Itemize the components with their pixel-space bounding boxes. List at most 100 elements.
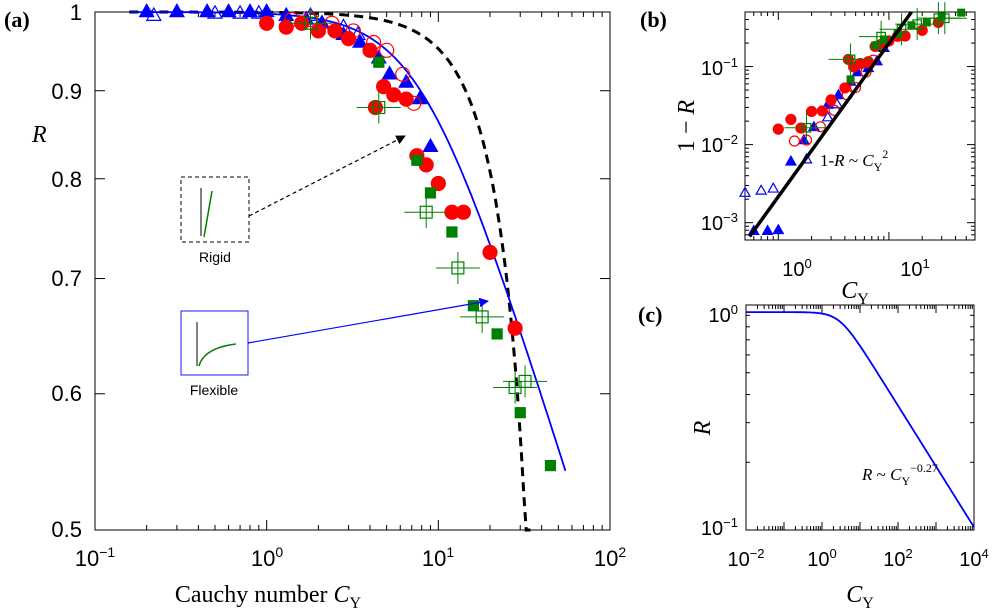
panel-b-y-tick-label: 10−3 xyxy=(701,210,738,235)
panel-b-circle-point xyxy=(814,121,826,133)
panel-b-y-tick-label: 10−2 xyxy=(701,132,738,157)
panel-a-square-point xyxy=(446,226,458,238)
panel-a-open-square-point xyxy=(475,310,489,324)
panel-a-triangle-point xyxy=(381,65,398,80)
panel-a-triangle-point xyxy=(422,137,439,152)
panel-a-circle-point xyxy=(395,66,411,82)
panel-a-x-tick-labels: 10−1 100 101 102 xyxy=(75,544,627,571)
panel-a-ticks xyxy=(94,11,610,531)
panel-a-y-tick-label: 0.5 xyxy=(51,517,82,542)
panel-a-open-square-point xyxy=(451,261,465,275)
panel-a-triangle-point xyxy=(232,4,249,19)
panel-c-y-tick-label: 10−1 xyxy=(701,515,738,540)
panel-b-data-points xyxy=(738,2,967,236)
panel-a-circle-point xyxy=(259,15,275,31)
panel-b-axes-box xyxy=(744,11,976,241)
panel-b-circle-point xyxy=(785,113,797,126)
panel-c-tick-labels: 10−2 100 102 104 100 10−1 xyxy=(701,302,989,571)
panel-c-curve xyxy=(746,311,975,528)
panel-c-x-tick-label: 102 xyxy=(883,546,912,571)
panel-a-circle-point xyxy=(345,23,361,39)
panel-a-circle-point xyxy=(398,91,414,107)
panel-a-circle-point xyxy=(278,19,294,35)
panel-b-square-point xyxy=(957,8,966,17)
panel-b-triangle-point xyxy=(784,154,797,166)
panel-c-ticks xyxy=(745,305,974,531)
panel-a-x-tick-label: 100 xyxy=(251,544,283,571)
panel-b-triangle-point xyxy=(821,110,834,122)
panel-b-triangle-point xyxy=(738,186,752,197)
panel-b-square-point xyxy=(922,18,931,27)
panel-a-y-tick-labels: 0.5 0.6 0.7 0.8 0.9 1 xyxy=(51,0,82,542)
panel-b-circle-point xyxy=(806,105,818,118)
panel-c-annotation: R ~ CY−0.27 xyxy=(861,461,938,488)
panel-b-circle-point xyxy=(916,24,928,36)
panel-a-y-axis-label: R xyxy=(31,122,47,148)
flexible-inset-blade xyxy=(198,343,237,367)
panel-b: 1-R ~ CY2 100 101 10−3 10−2 10−1 CY 1 − … xyxy=(674,2,976,308)
panel-b-square-point xyxy=(871,41,880,50)
rigid-arrow xyxy=(248,135,406,217)
panel-b-fit-line xyxy=(748,10,913,238)
panel-b-open-square-point xyxy=(876,31,886,42)
panel-a-fit-curves xyxy=(129,10,567,532)
panel-a-data-points xyxy=(138,3,557,472)
panel-a-triangle-point xyxy=(411,90,428,105)
panel-a-open-square-point xyxy=(372,100,386,115)
panel-a-circle-point xyxy=(482,244,498,260)
panel-a-triangle-point xyxy=(220,3,237,18)
panel-c-x-axis-label: CY xyxy=(846,582,874,612)
panel-b-triangle-point xyxy=(761,224,774,236)
panel-a: 10−1 100 101 102 0.5 0.6 0.7 0.8 0.9 1 C… xyxy=(31,0,626,612)
panel-b-circle-point xyxy=(816,105,828,117)
panel-b-x-tick-label: 100 xyxy=(782,256,811,281)
flexible-label: Flexible xyxy=(190,382,238,398)
panel-a-circle-point xyxy=(310,23,326,39)
panel-c-x-tick-label: 104 xyxy=(959,546,988,571)
panel-a-square-point xyxy=(424,187,437,199)
flexible-inset: Flexible xyxy=(180,297,489,398)
panel-label-b: (b) xyxy=(640,7,667,32)
panel-c-y-tick-label: 100 xyxy=(709,302,738,327)
panel-a-triangle-point xyxy=(206,4,224,19)
rigid-inset-blade xyxy=(203,190,213,238)
panel-a-y-tick-label: 0.6 xyxy=(51,381,82,406)
panel-b-circle-point xyxy=(788,135,801,147)
panel-c-x-tick-label: 100 xyxy=(807,546,836,571)
panel-b-y-axis-label: 1 − R xyxy=(674,100,700,153)
panel-a-square-point xyxy=(514,407,526,419)
panel-a-fit-rigid xyxy=(129,10,531,532)
panel-b-circle-point xyxy=(772,123,784,135)
panel-b-open-square-point xyxy=(801,122,812,133)
panel-b-square-point xyxy=(846,75,855,84)
panel-b-triangle-point xyxy=(755,184,768,195)
panel-a-circle-point xyxy=(379,42,395,58)
panel-a-circle-point xyxy=(406,95,422,111)
panel-c: R ~ CY−0.27 10−2 100 102 104 100 10−1 CY… xyxy=(690,302,989,612)
panel-b-square-point xyxy=(937,12,946,21)
panel-b-triangle-point xyxy=(832,88,845,100)
rigid-inset-box xyxy=(180,176,250,243)
panel-a-open-square-point xyxy=(303,16,318,30)
panel-b-triangle-point xyxy=(772,223,785,235)
panel-a-y-tick-label: 0.7 xyxy=(51,266,82,291)
panel-a-open-square-point xyxy=(518,374,532,388)
panel-b-square-point xyxy=(879,35,888,44)
panel-a-triangle-point xyxy=(145,6,162,21)
panel-a-axes-box xyxy=(94,11,611,531)
panel-a-x-tick-label: 101 xyxy=(422,544,454,571)
panel-b-triangle-point xyxy=(807,120,820,132)
panel-label-a: (a) xyxy=(4,7,30,32)
panel-b-open-square-point xyxy=(912,19,923,29)
panel-a-x-tick-label: 10−1 xyxy=(75,544,116,571)
panel-c-x-tick-label: 10−2 xyxy=(727,546,764,571)
panel-a-circle-point xyxy=(376,78,392,95)
panel-a-circle-point xyxy=(430,175,446,192)
panel-a-triangle-point xyxy=(168,3,185,18)
panel-a-x-tick-label: 102 xyxy=(594,544,626,571)
panel-b-open-square-point xyxy=(845,54,856,65)
panel-c-y-axis-label: R xyxy=(690,420,716,436)
panel-a-triangle-point xyxy=(138,3,155,18)
flexible-arrow xyxy=(247,297,489,344)
panel-a-circle-point xyxy=(327,23,343,39)
